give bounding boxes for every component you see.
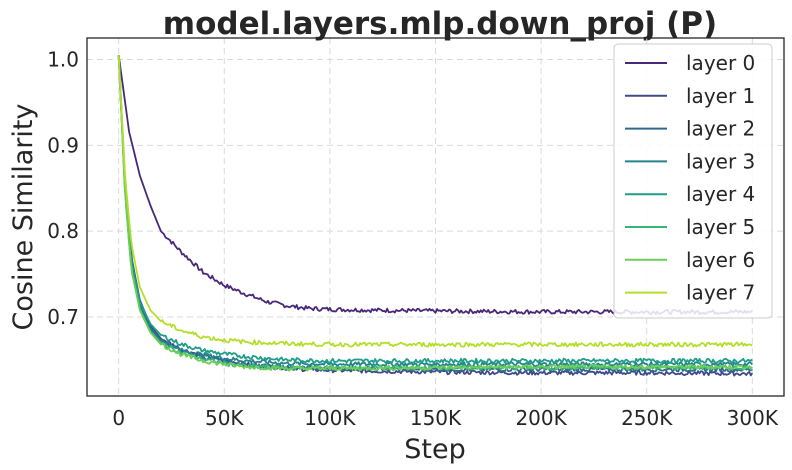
y-tick-label: 0.7 (47, 305, 79, 329)
series-line-6 (117, 55, 753, 372)
legend-label: layer 1 (686, 84, 755, 108)
legend-label: layer 3 (686, 149, 755, 173)
y-axis-ticks: 0.7 0.8 0.9 1.0 (47, 47, 79, 329)
series-line-7 (117, 55, 753, 348)
x-tick-label: 0 (112, 406, 125, 430)
x-axis-ticks: 0 50K 100K 150K 200K 250K 300K (112, 406, 779, 430)
chart-title: model.layers.mlp.down_proj (P) (163, 6, 717, 42)
series-line-1 (117, 55, 754, 377)
legend-label: layer 0 (686, 51, 755, 75)
y-tick-label: 0.9 (47, 133, 79, 157)
legend-label: layer 5 (686, 215, 755, 239)
x-tick-label: 100K (304, 406, 356, 430)
x-tick-label: 250K (621, 406, 673, 430)
x-tick-label: 200K (515, 406, 567, 430)
legend-box (613, 43, 773, 319)
legend-label: layer 4 (686, 182, 755, 206)
x-axis-label: Step (404, 434, 465, 465)
x-tick-label: 150K (410, 406, 462, 430)
legend-label: layer 2 (686, 117, 755, 141)
y-tick-label: 1.0 (47, 47, 79, 71)
series-line-4 (117, 55, 753, 364)
y-tick-label: 0.8 (47, 219, 79, 243)
legend-label: layer 7 (686, 281, 755, 305)
x-tick-label: 300K (727, 406, 779, 430)
legend-label: layer 6 (686, 248, 755, 272)
legend: layer 0 layer 1 layer 2 layer 3 layer 4 layer… (613, 43, 773, 319)
y-axis-label: Cosine Similarity (8, 104, 39, 331)
plot-frame (86, 37, 785, 397)
x-tick-label: 50K (205, 406, 244, 430)
